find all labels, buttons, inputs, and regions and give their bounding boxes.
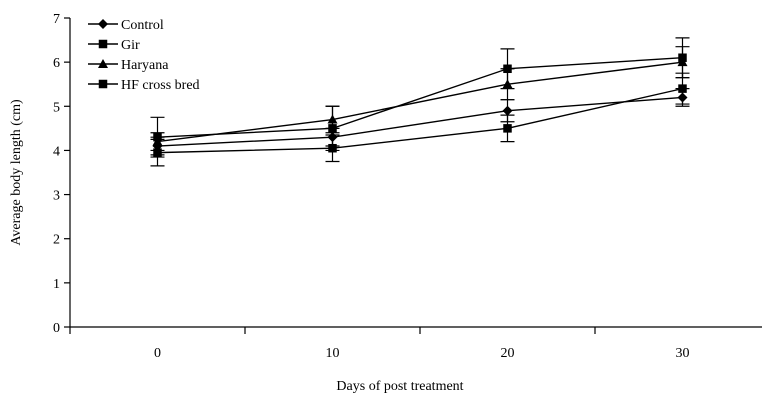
legend-item: HF cross bred: [88, 78, 200, 93]
legend-marker: [98, 39, 108, 49]
legend-label: Control: [121, 18, 164, 33]
data-point: [678, 84, 687, 93]
data-point: [328, 124, 337, 133]
axes: [69, 18, 762, 328]
y-tick-label: 5: [53, 100, 60, 115]
legend-item: Gir: [88, 38, 140, 53]
series-line: [157, 57, 683, 138]
legend: Control Gir Haryana HF cross bred: [88, 18, 200, 93]
data-point: [503, 124, 512, 133]
x-ticks: 0 10 20 30: [69, 327, 690, 361]
x-tick-label: 10: [326, 346, 340, 361]
y-tick-label: 3: [53, 189, 60, 204]
data-point: [153, 132, 162, 142]
legend-label: Haryana: [121, 58, 169, 73]
legend-marker: [98, 79, 108, 89]
y-tick-label: 4: [53, 144, 60, 159]
x-tick-label: 30: [676, 346, 690, 361]
legend-label: HF cross bred: [121, 78, 200, 93]
legend-item: Haryana: [88, 58, 169, 73]
legend-label: Gir: [121, 38, 140, 53]
x-tick-label: 20: [501, 346, 515, 361]
x-axis-label: Days of post treatment: [336, 379, 463, 394]
data-point: [502, 105, 513, 116]
x-tick-label: 0: [154, 346, 161, 361]
series-gir: [150, 72, 690, 167]
y-tick-label: 6: [53, 56, 60, 71]
y-tick-label: 7: [53, 12, 60, 27]
series-hf-cross-bred: [150, 37, 690, 158]
y-tick-label: 2: [53, 233, 60, 248]
series-line: [157, 96, 683, 147]
series-line: [157, 61, 683, 143]
y-axis-label: Average body length (cm): [9, 99, 24, 246]
y-ticks: 0 1 2 3 4 5 6 7: [53, 12, 70, 336]
legend-item: Control: [88, 18, 164, 33]
data-point: [678, 53, 687, 62]
y-tick-label: 0: [53, 321, 60, 336]
series-line: [157, 87, 683, 154]
data-point: [503, 64, 512, 74]
legend-marker: [98, 59, 108, 68]
series-group: [150, 37, 690, 167]
y-tick-label: 1: [53, 277, 60, 292]
legend-marker: [98, 19, 108, 29]
